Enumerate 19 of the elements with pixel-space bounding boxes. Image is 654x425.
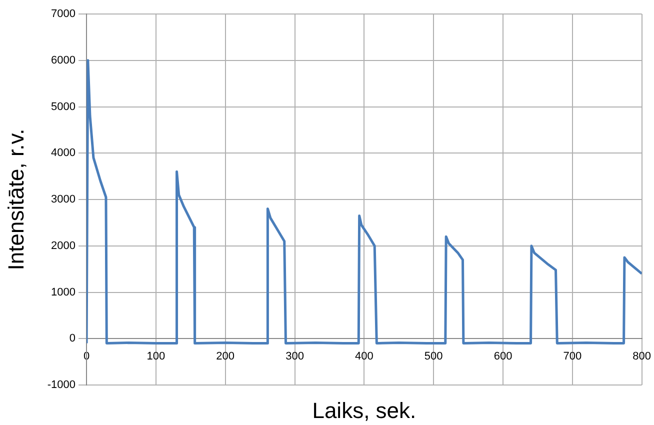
y-tick-label: 1000 (51, 286, 76, 298)
x-tick-label: 800 (632, 350, 652, 362)
y-tick-label: 2000 (51, 240, 76, 252)
y-tick-label: 7000 (51, 8, 76, 20)
y-tick-label: 6000 (51, 54, 76, 66)
y-tick-label: 5000 (51, 100, 76, 113)
y-tick-label: 3000 (51, 194, 76, 206)
y-axis-title: Intensitāte, r.v. (3, 128, 28, 270)
x-tick-label: 700 (563, 350, 582, 362)
x-tick-label: 600 (494, 350, 512, 362)
x-tick-label: 200 (216, 350, 235, 362)
y-tick-label: 4000 (51, 147, 76, 160)
y-tick-label: 0 (69, 332, 76, 345)
x-axis-title: Laiks, sek. (312, 398, 416, 423)
x-tick-label: 100 (146, 350, 166, 362)
x-tick-label: 300 (286, 350, 304, 362)
x-tick-label: 400 (355, 350, 374, 362)
x-tick-label: 500 (424, 350, 443, 362)
y-tick-label: -1000 (47, 379, 76, 392)
